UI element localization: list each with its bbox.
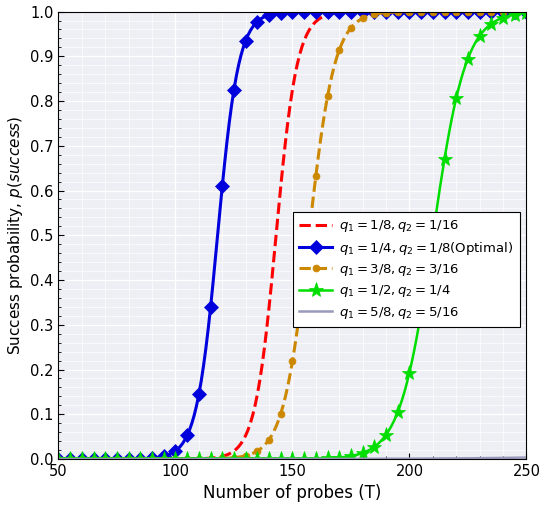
- $q_1 = 1/2, q_2 = 1/4$: [252, 456, 258, 462]
- Line: $q_1 = 1/8, q_2 = 1/16$: $q_1 = 1/8, q_2 = 1/16$: [58, 12, 526, 459]
- $q_1 = 1/4, q_2 = 1/8$(Optimal): [252, 21, 258, 27]
- $q_1 = 1/2, q_2 = 1/4$: [308, 456, 314, 462]
- $q_1 = 1/8, q_2 = 1/16$: [523, 9, 530, 15]
- $q_1 = 1/2, q_2 = 1/4$: [523, 10, 530, 16]
- $q_1 = 1/4, q_2 = 1/8$(Optimal): [308, 9, 314, 15]
- Line: $q_1 = 1/2, q_2 = 1/4$: $q_1 = 1/2, q_2 = 1/4$: [51, 6, 534, 467]
- $q_1 = 1/2, q_2 = 1/4$: [97, 456, 104, 462]
- $q_1 = 1/8, q_2 = 1/16$: [55, 456, 62, 462]
- $q_1 = 5/8, q_2 = 5/16$: [252, 456, 258, 462]
- $q_1 = 1/2, q_2 = 1/4$: [226, 456, 233, 462]
- $q_1 = 1/4, q_2 = 1/8$(Optimal): [523, 9, 530, 15]
- $q_1 = 1/4, q_2 = 1/8$(Optimal): [483, 9, 490, 15]
- $q_1 = 1/2, q_2 = 1/4$: [483, 25, 490, 31]
- $q_1 = 1/8, q_2 = 1/16$: [97, 456, 104, 462]
- Line: $q_1 = 3/8, q_2 = 3/16$: $q_1 = 3/8, q_2 = 3/16$: [55, 8, 530, 462]
- Line: $q_1 = 5/8, q_2 = 5/16$: $q_1 = 5/8, q_2 = 5/16$: [58, 458, 526, 459]
- $q_1 = 3/8, q_2 = 3/16$: [483, 9, 490, 15]
- $q_1 = 5/8, q_2 = 5/16$: [308, 456, 314, 462]
- $q_1 = 3/8, q_2 = 3/16$: [57, 456, 64, 462]
- $q_1 = 1/2, q_2 = 1/4$: [55, 456, 62, 462]
- X-axis label: Number of probes (T): Number of probes (T): [203, 485, 382, 502]
- $q_1 = 5/8, q_2 = 5/16$: [55, 456, 62, 462]
- $q_1 = 1/4, q_2 = 1/8$(Optimal): [55, 456, 62, 462]
- $q_1 = 5/8, q_2 = 5/16$: [523, 455, 530, 461]
- $q_1 = 5/8, q_2 = 5/16$: [57, 456, 64, 462]
- $q_1 = 1/8, q_2 = 1/16$: [252, 403, 258, 409]
- $q_1 = 5/8, q_2 = 5/16$: [483, 455, 490, 461]
- $q_1 = 1/4, q_2 = 1/8$(Optimal): [97, 456, 104, 462]
- $q_1 = 3/8, q_2 = 3/16$: [523, 9, 530, 15]
- $q_1 = 1/8, q_2 = 1/16$: [57, 456, 64, 462]
- $q_1 = 1/4, q_2 = 1/8$(Optimal): [57, 456, 64, 462]
- $q_1 = 1/4, q_2 = 1/8$(Optimal): [226, 119, 233, 125]
- $q_1 = 3/8, q_2 = 3/16$: [252, 449, 258, 455]
- $q_1 = 1/2, q_2 = 1/4$: [57, 456, 64, 462]
- Legend: $q_1 = 1/8, q_2 = 1/16$, $q_1 = 1/4, q_2 = 1/8$(Optimal), $q_1 = 3/8, q_2 = 3/16: $q_1 = 1/8, q_2 = 1/16$, $q_1 = 1/4, q_2…: [293, 212, 520, 327]
- $q_1 = 3/8, q_2 = 3/16$: [308, 212, 314, 218]
- $q_1 = 5/8, q_2 = 5/16$: [97, 456, 104, 462]
- $q_1 = 3/8, q_2 = 3/16$: [97, 456, 104, 462]
- $q_1 = 1/8, q_2 = 1/16$: [226, 451, 233, 457]
- $q_1 = 5/8, q_2 = 5/16$: [226, 456, 233, 462]
- Y-axis label: Success probability, $p(success)$: Success probability, $p(success)$: [5, 115, 25, 355]
- $q_1 = 3/8, q_2 = 3/16$: [55, 456, 62, 462]
- $q_1 = 3/8, q_2 = 3/16$: [226, 455, 233, 461]
- $q_1 = 1/8, q_2 = 1/16$: [483, 9, 490, 15]
- Line: $q_1 = 1/4, q_2 = 1/8$(Optimal): $q_1 = 1/4, q_2 = 1/8$(Optimal): [54, 7, 531, 464]
- $q_1 = 1/8, q_2 = 1/16$: [308, 24, 314, 30]
